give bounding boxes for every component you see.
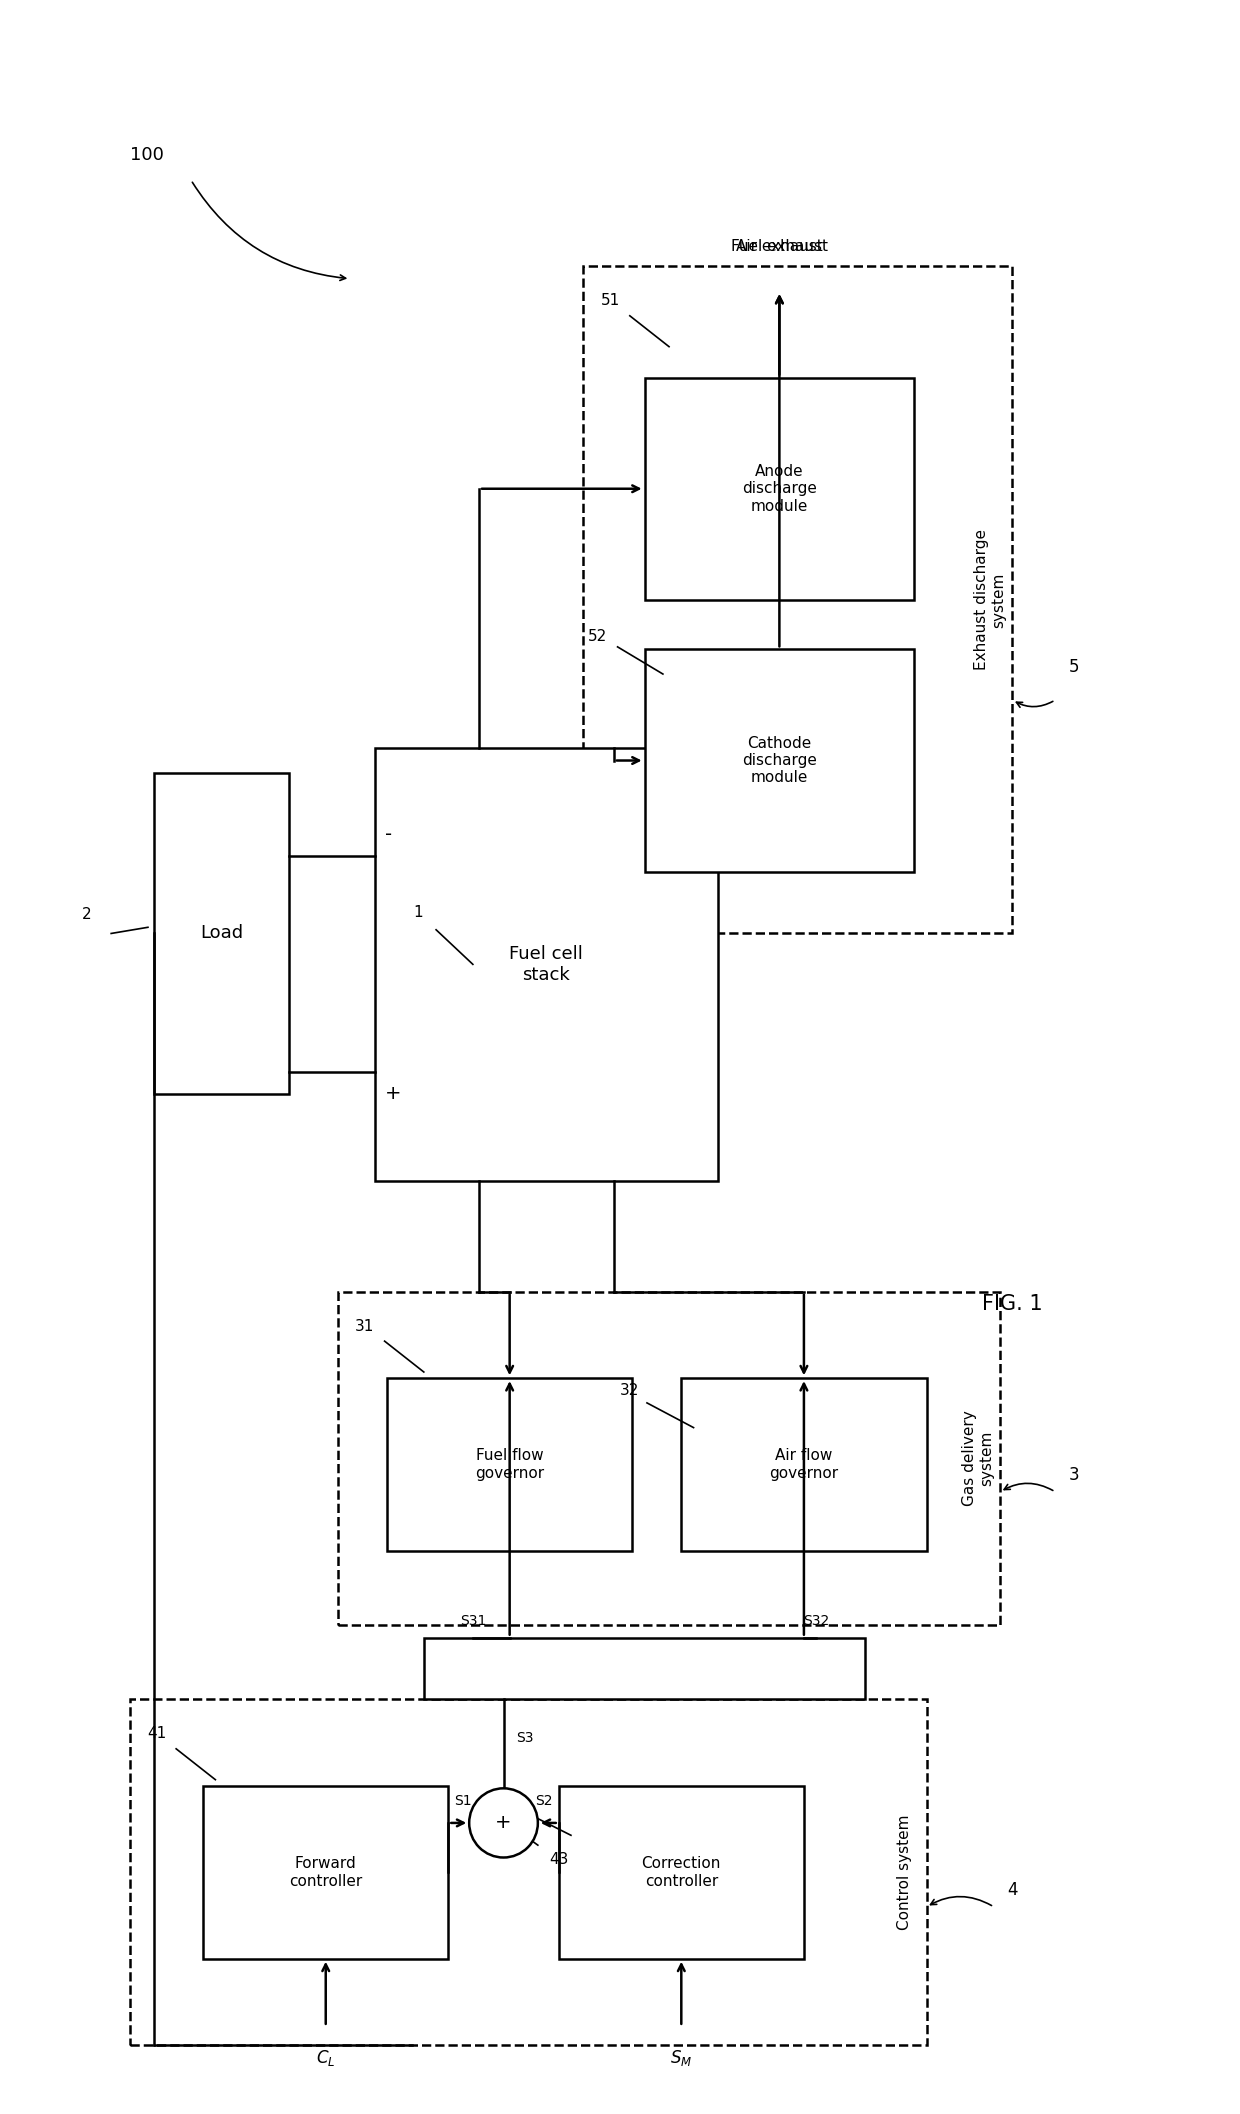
Text: 51: 51 [600, 294, 620, 309]
Text: Control system: Control system [897, 1814, 911, 1930]
Bar [424, 1638, 866, 1700]
Bar [374, 748, 718, 1180]
Text: 32: 32 [620, 1383, 640, 1397]
Text: Fuel cell
stack: Fuel cell stack [510, 945, 583, 983]
Text: S3: S3 [516, 1731, 533, 1744]
Text: 4: 4 [1007, 1881, 1018, 1898]
Text: $C_L$: $C_L$ [316, 2048, 336, 2067]
Text: Exhaust discharge
system: Exhaust discharge system [975, 528, 1007, 670]
Bar [681, 1378, 926, 1552]
Text: S31: S31 [460, 1613, 486, 1628]
Text: Cathode
discharge
module: Cathode discharge module [742, 736, 817, 786]
Text: +: + [384, 1084, 401, 1104]
Text: $S_M$: $S_M$ [670, 2048, 692, 2067]
Circle shape [469, 1788, 538, 1858]
Text: S2: S2 [536, 1795, 553, 1807]
Text: 3: 3 [1069, 1467, 1079, 1484]
Text: 43: 43 [549, 1852, 568, 1867]
Text: 31: 31 [356, 1319, 374, 1334]
Text: FIG. 1: FIG. 1 [982, 1294, 1043, 1315]
Text: Correction
controller: Correction controller [641, 1856, 720, 1888]
Bar [645, 378, 914, 600]
Text: 42: 42 [494, 1791, 513, 1805]
Text: Anode
discharge
module: Anode discharge module [742, 463, 817, 514]
Text: S32: S32 [804, 1613, 830, 1628]
Text: Gas delivery
system: Gas delivery system [962, 1410, 994, 1507]
Text: Load: Load [200, 924, 243, 943]
Text: +: + [495, 1814, 512, 1833]
Text: Air flow
governor: Air flow governor [769, 1448, 838, 1482]
Text: 1: 1 [413, 905, 423, 920]
Bar [129, 1700, 926, 2044]
Text: 41: 41 [146, 1727, 166, 1742]
Text: 2: 2 [82, 907, 92, 922]
Text: Air exhaust: Air exhaust [737, 239, 823, 254]
Bar [203, 1786, 449, 1960]
Text: Fuel flow
governor: Fuel flow governor [475, 1448, 544, 1482]
Text: Fuel exhaust: Fuel exhaust [730, 239, 828, 254]
Bar [387, 1378, 632, 1552]
Bar [339, 1292, 1001, 1626]
Text: Forward
controller: Forward controller [289, 1856, 362, 1888]
Bar [559, 1786, 804, 1960]
Bar [154, 774, 289, 1095]
Text: 5: 5 [1069, 657, 1079, 676]
Text: 100: 100 [129, 146, 164, 165]
Text: 52: 52 [588, 630, 608, 645]
Text: -: - [384, 824, 392, 843]
Text: S1: S1 [455, 1795, 472, 1807]
Bar [583, 266, 1012, 934]
Bar [645, 649, 914, 871]
